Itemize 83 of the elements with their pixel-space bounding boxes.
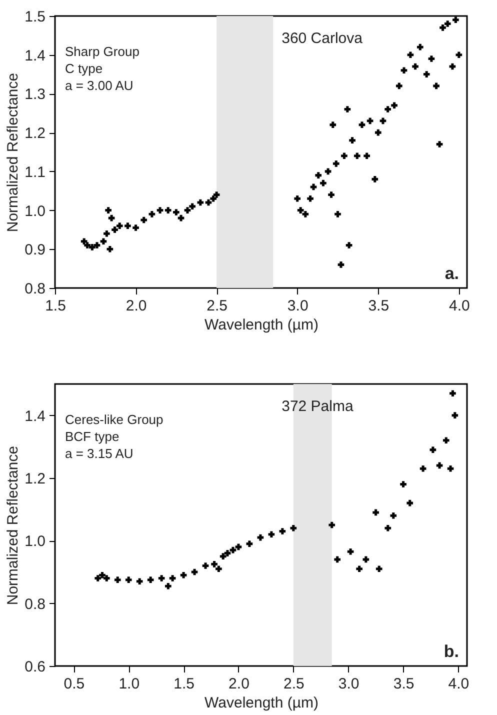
annotation: b. — [444, 642, 459, 661]
y-tick-label: 1.4 — [24, 47, 46, 64]
point — [136, 578, 143, 585]
point — [436, 462, 443, 469]
point — [406, 500, 414, 506]
annotation: a = 3.15 AU — [65, 446, 134, 461]
point — [180, 572, 187, 578]
point — [400, 481, 406, 488]
x-tick-label: 2.0 — [126, 298, 147, 314]
y-tick-label: 1.4 — [24, 408, 46, 425]
annotation: a. — [444, 264, 459, 283]
point — [103, 575, 110, 582]
point — [246, 540, 253, 547]
point — [147, 576, 154, 583]
x-tick-label: 4.0 — [448, 298, 470, 314]
point — [169, 575, 176, 582]
point — [372, 509, 379, 516]
point — [442, 437, 450, 444]
point — [384, 524, 392, 532]
x-tick-label: 3.5 — [368, 298, 390, 314]
point — [191, 568, 198, 576]
y-tick-label: 0.6 — [24, 658, 46, 676]
point — [125, 576, 132, 583]
point — [220, 553, 226, 560]
point — [362, 556, 370, 563]
annotation: a = 3.00 AU — [65, 78, 134, 93]
x-tick-label: 2.5 — [283, 676, 304, 692]
point — [211, 561, 218, 568]
y-tick-label: 0.9 — [24, 242, 46, 259]
y-tick-label: 1.3 — [24, 86, 46, 104]
annotation: C type — [65, 61, 103, 76]
x-tick-label: 4.0 — [448, 676, 470, 692]
text: 360 Carlova — [282, 30, 364, 47]
point — [224, 550, 231, 556]
x-tick-label: 2.5 — [206, 298, 228, 314]
point — [376, 566, 382, 572]
point — [202, 562, 209, 569]
point — [230, 546, 236, 554]
y-tick-label: 1.0 — [24, 533, 46, 550]
x-tick-label: 3.0 — [338, 676, 360, 692]
x-tick-label: 1.5 — [45, 298, 66, 314]
x-tick-label: 1.5 — [174, 676, 194, 692]
annotation: Sharp Group — [65, 44, 140, 59]
point — [447, 465, 454, 472]
y-tick-label: 1.5 — [24, 8, 46, 26]
point — [390, 512, 397, 519]
y-tick-label: 1.2 — [24, 470, 46, 488]
point — [356, 566, 362, 572]
annotation: Ceres-like Group — [65, 412, 164, 427]
x-tick-label: 3.5 — [393, 676, 414, 692]
y-axis-title: Normalized Reflectance — [4, 446, 22, 606]
point — [158, 575, 165, 582]
point — [94, 575, 102, 582]
y-tick-label: 0.8 — [24, 596, 46, 613]
y-tick-label: 1.0 — [24, 202, 46, 220]
point — [165, 582, 172, 590]
x-tick-label: 3.0 — [287, 298, 308, 314]
point — [347, 548, 354, 555]
annotation: BCF type — [65, 429, 120, 444]
y-tick-label: 1.2 — [24, 125, 46, 142]
point — [257, 534, 264, 541]
text: 372 Palma — [282, 398, 354, 415]
x-tick-label: 1.0 — [118, 676, 140, 692]
x-tick-label: 2.0 — [228, 676, 250, 692]
point — [216, 566, 222, 572]
point — [420, 465, 426, 472]
point — [279, 528, 286, 534]
point — [235, 544, 242, 550]
point — [328, 522, 336, 528]
y-axis-title: Normalized Reflectance — [4, 72, 22, 232]
y-tick-label: 1.1 — [24, 164, 46, 181]
point — [114, 576, 121, 583]
point — [334, 556, 341, 563]
point — [430, 446, 436, 453]
point — [290, 524, 297, 532]
x-tick-label: 0.5 — [64, 676, 85, 692]
point — [450, 390, 456, 397]
y-tick-label: 0.8 — [24, 280, 46, 298]
x-axis-title: Wavelength (µm) — [204, 316, 318, 334]
point — [268, 531, 275, 538]
x-axis-title: Wavelength (µm) — [204, 694, 318, 712]
point — [99, 572, 106, 578]
point — [452, 412, 458, 418]
